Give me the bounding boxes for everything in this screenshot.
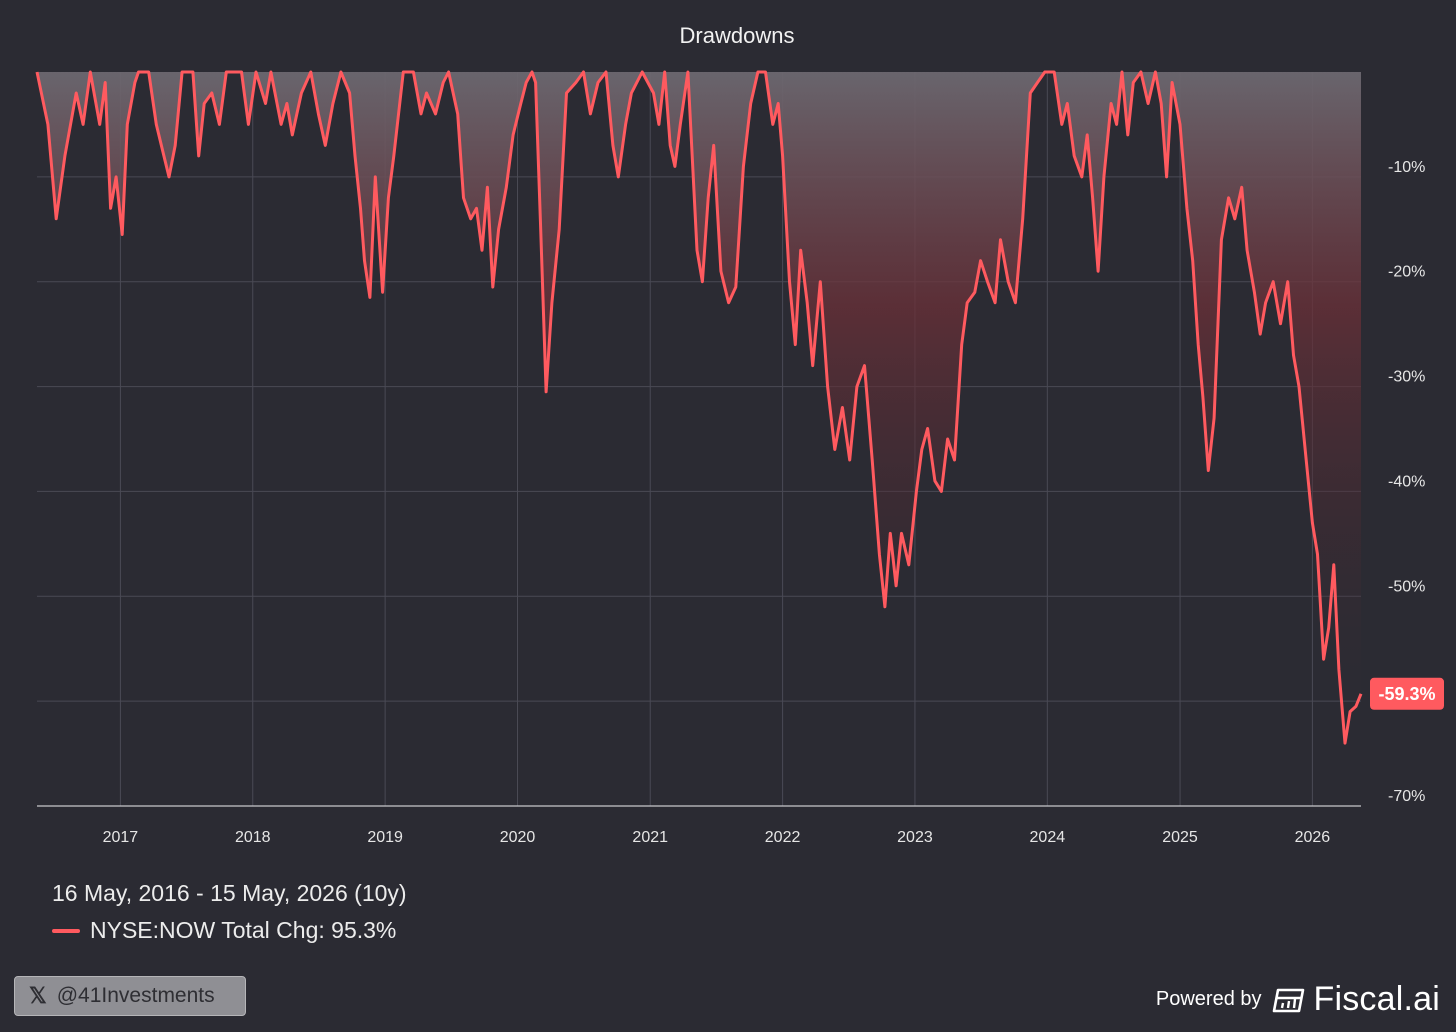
social-handle: @41Investments bbox=[56, 984, 215, 1007]
legend-swatch bbox=[52, 928, 80, 933]
y-tick-label: -50% bbox=[1388, 578, 1425, 595]
end-value-label: -59.3% bbox=[1370, 677, 1444, 710]
x-tick-label: 2024 bbox=[1030, 829, 1066, 846]
drawdown-area bbox=[37, 72, 1361, 744]
powered-by-label: Powered by bbox=[1155, 988, 1262, 1010]
end-label-value: -59.3% bbox=[1378, 684, 1435, 704]
legend-label: NYSE:NOW Total Chg: 95.3% bbox=[90, 917, 397, 943]
x-axis-ticks: 2017 2018 2019 2020 2021 2022 2023 2024 2025 2026 bbox=[103, 829, 1331, 846]
y-axis-ticks: -10% -20% -30% -40% -50% -70% bbox=[1388, 159, 1425, 805]
y-tick-label: -40% bbox=[1388, 473, 1425, 490]
drawdowns-chart: Drawdowns -10%-20%-30%-40%-50%-70% 2017 2… bbox=[35, 23, 1444, 846]
y-tick-label: -30% bbox=[1388, 369, 1425, 386]
social-handle-badge[interactable]: 𝕏 @41Investments bbox=[14, 976, 246, 1016]
date-range-label: 16 May, 2016 - 15 May, 2026 (10y) bbox=[52, 880, 407, 906]
x-tick-label: 2017 bbox=[103, 829, 139, 846]
fiscal-ai-logo-icon bbox=[1272, 986, 1306, 1014]
y-tick-label: -20% bbox=[1388, 264, 1425, 281]
powered-by-attribution[interactable]: Powered by Fiscal.ai bbox=[1156, 980, 1440, 1019]
end-label-box bbox=[1370, 677, 1444, 710]
x-tick-label: 2020 bbox=[500, 829, 536, 846]
series-line-now bbox=[35, 70, 1363, 745]
brand-name: Fiscal.ai bbox=[1313, 980, 1440, 1018]
x-tick-label: 2022 bbox=[765, 829, 801, 846]
x-tick-label: 2025 bbox=[1162, 829, 1198, 846]
x-tick-label: 2023 bbox=[897, 829, 933, 846]
chart-title: Drawdowns bbox=[680, 23, 795, 48]
x-tick-label: 2021 bbox=[632, 829, 668, 846]
y-tick-label: -70% bbox=[1388, 788, 1425, 805]
x-tick-label: 2018 bbox=[235, 829, 271, 846]
y-tick-label: -10% bbox=[1388, 159, 1425, 176]
x-logo-icon: 𝕏 bbox=[29, 983, 47, 1008]
legend[interactable]: NYSE:NOW Total Chg: 95.3% bbox=[52, 917, 396, 944]
x-tick-label: 2026 bbox=[1295, 829, 1331, 846]
x-tick-label: 2019 bbox=[367, 829, 403, 846]
